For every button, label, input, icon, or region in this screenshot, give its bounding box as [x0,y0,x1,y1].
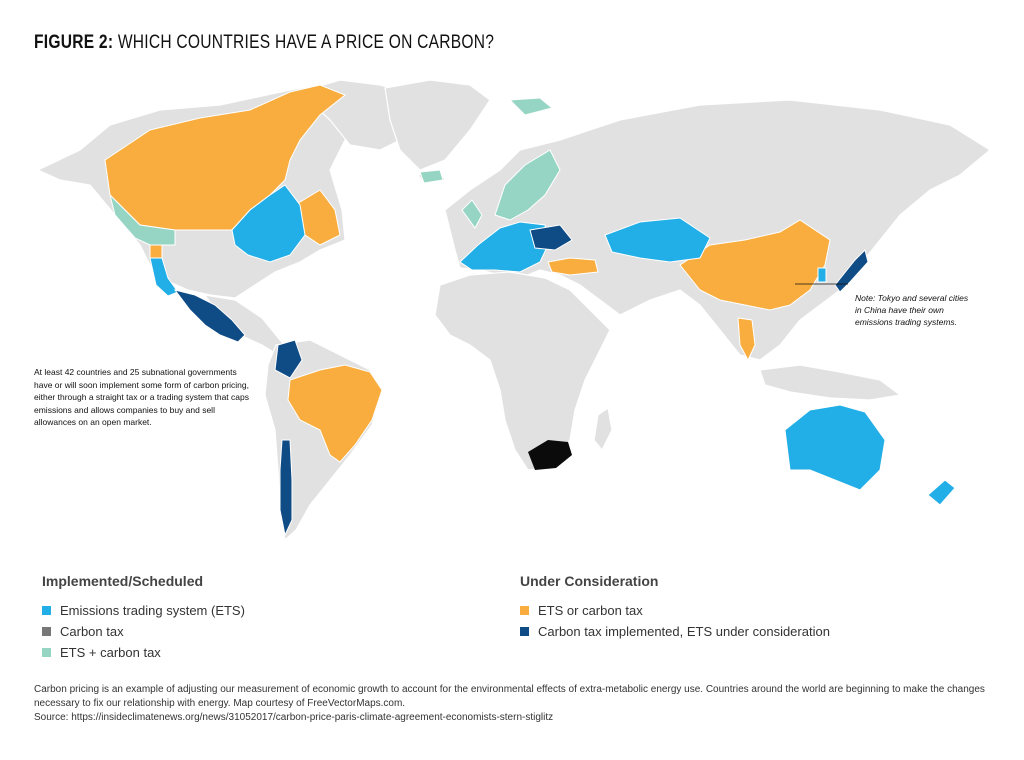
tax-ets-consideration-regions [173,224,869,537]
swatch-carbon-tax [42,627,51,636]
swatch-ets-tax [42,648,51,657]
legend-item-tax-ets-consideration: Carbon tax implemented, ETS under consid… [520,624,830,639]
swatch-ets [42,606,51,615]
region-turkey [547,257,599,276]
ets-tax-regions [109,97,561,246]
land-africa [434,271,611,471]
region-thailand [737,317,756,362]
footer-source: Source: https://insideclimatenews.org/ne… [34,712,554,723]
region-south-africa [528,440,572,470]
ets-regions [149,184,956,506]
legend-item-ets-or-tax: ETS or carbon tax [520,603,643,618]
land-madagascar [593,406,613,452]
footer: Carbon pricing is an example of adjustin… [34,683,994,725]
legend-label-carbon-tax: Carbon tax [60,624,124,639]
figure-title-text: WHICH COUNTRIES HAVE A PRICE ON CARBON? [117,32,495,53]
figure-title-prefix: FIGURE 2: [34,32,114,53]
footer-caption: Carbon pricing is an example of adjustin… [34,684,985,709]
region-brazil [287,364,383,463]
legend-item-ets: Emissions trading system (ETS) [42,603,245,618]
land-se-asia-islands [759,364,902,401]
legend-label-ets-or-tax: ETS or carbon tax [538,603,643,618]
legend-label-tax-ets-consideration: Carbon tax implemented, ETS under consid… [538,624,830,639]
region-kazakhstan [604,217,711,263]
legend-label-ets-tax: ETS + carbon tax [60,645,161,660]
land-eurasia [444,99,992,361]
legend-item-carbon-tax: Carbon tax [42,624,124,639]
region-chile [279,439,293,537]
swatch-ets-or-tax [520,606,529,615]
note-tokyo: Note: Tokyo and several cities in China … [855,293,969,327]
region-new-zealand [927,479,956,506]
region-mexico [173,289,246,343]
region-svalbard [508,97,554,116]
region-canada-central [231,184,306,263]
region-australia [784,404,886,491]
figure-title: FIGURE 2: WHICH COUNTRIES HAVE A PRICE O… [34,32,494,54]
land-greenland [384,79,491,171]
legend-item-ets-tax: ETS + carbon tax [42,645,161,660]
note-summary: At least 42 countries and 25 subnational… [34,367,249,427]
region-iceland-tax [419,169,444,184]
region-us-west [149,244,163,259]
under-consideration-regions [104,84,831,463]
region-colombia [274,339,303,379]
legend-label-ets: Emissions trading system (ETS) [60,603,245,618]
world-map [36,79,992,542]
region-korea [817,267,827,283]
swatch-tax-ets-consideration [520,627,529,636]
legend-heading-implemented: Implemented/Scheduled [42,573,204,589]
legend-heading-consideration: Under Consideration [520,573,659,589]
region-france-uk [461,199,483,229]
region-ukraine [529,224,573,251]
region-canada-bc-alberta [109,193,176,246]
region-japan [834,249,869,293]
region-scandinavia [494,149,561,221]
